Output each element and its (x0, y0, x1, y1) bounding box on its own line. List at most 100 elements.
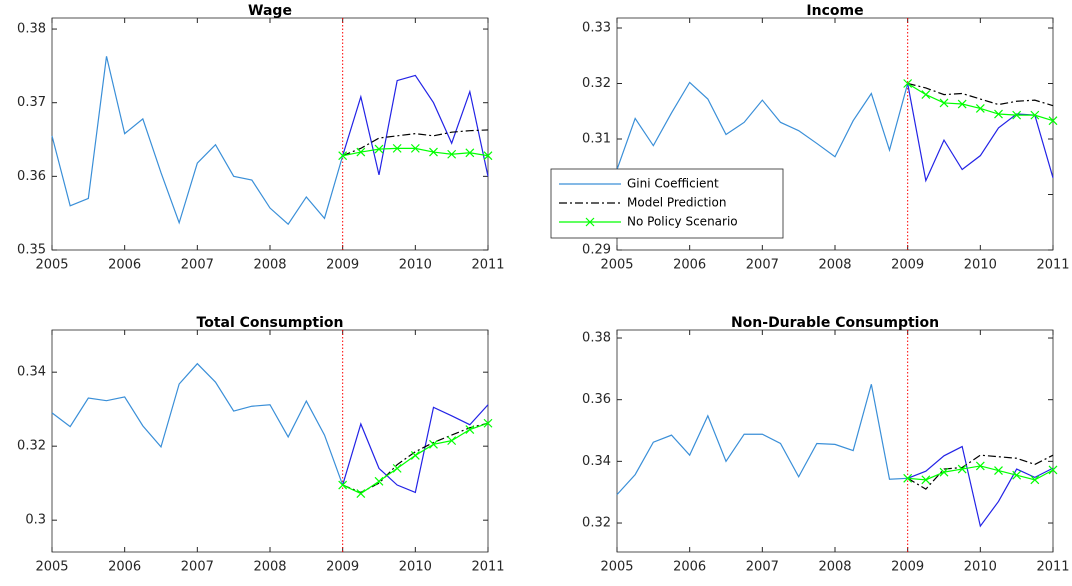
y-tick-label: 0.32 (17, 439, 46, 454)
marker (374, 476, 384, 486)
marker (447, 436, 457, 446)
legend-label: Gini Coefficient (627, 177, 719, 191)
marker (921, 475, 931, 485)
marker (356, 147, 366, 157)
marker (338, 480, 348, 490)
x-tick-label: 2010 (964, 258, 997, 273)
x-tick-label: 2007 (181, 560, 214, 575)
marker (447, 149, 457, 159)
x-tick-label: 2008 (818, 560, 851, 575)
x-tick-label: 2007 (181, 258, 214, 273)
x-tick-label: 2011 (471, 258, 504, 273)
x-tick-label: 2011 (1036, 560, 1069, 575)
x-tick-label: 2009 (326, 560, 359, 575)
y-tick-label: 0.32 (582, 76, 611, 91)
x-tick-label: 2010 (964, 560, 997, 575)
x-tick-label: 2005 (600, 560, 633, 575)
marker (957, 99, 967, 109)
marker (1012, 470, 1022, 480)
marker (483, 151, 493, 161)
subplot-title: Non-Durable Consumption (731, 315, 939, 331)
y-tick-label: 0.38 (17, 22, 46, 37)
x-tick-label: 2007 (746, 560, 779, 575)
y-tick-label: 0.36 (582, 392, 611, 407)
y-tick-label: 0.36 (17, 169, 46, 184)
legend: Gini Coefficient Model Prediction No Polic… (550, 168, 784, 239)
y-tick-label: 0.32 (582, 516, 611, 531)
marker (429, 439, 438, 449)
x-tick-label: 2010 (399, 258, 432, 273)
subplot: Income0.290.30.310.320.33200520062007200… (550, 3, 1070, 273)
x-tick-label: 2006 (108, 258, 141, 273)
x-tick-label: 2008 (253, 560, 286, 575)
legend-box (550, 168, 784, 239)
y-tick-label: 0.34 (17, 365, 46, 380)
x-tick-label: 2008 (818, 258, 851, 273)
plot-area (51, 329, 489, 553)
marker (939, 467, 949, 477)
series-line (51, 56, 344, 226)
x-tick-label: 2011 (1036, 258, 1069, 273)
series-line (616, 384, 908, 496)
marker (483, 418, 493, 428)
x-tick-label: 2010 (399, 560, 432, 575)
x-tick-label: 2008 (253, 258, 286, 273)
x-tick-label: 2006 (673, 560, 706, 575)
series-line (342, 404, 489, 494)
y-tick-label: 0.34 (582, 454, 611, 469)
subplot: Wage 0.35 0.36 0.37 0.38 2005 2006 2007 2008 2009… (17, 3, 505, 273)
marker (374, 144, 384, 154)
x-tick-label: 2009 (891, 258, 924, 273)
marker (975, 461, 985, 471)
marker (903, 473, 913, 483)
marker (429, 147, 438, 157)
subplot-title: Total Consumption (197, 315, 344, 331)
series-line (616, 81, 909, 170)
x-tick-label: 2006 (673, 258, 706, 273)
subplot: Total Consumption 0.3 0.32 0.34 2005 2006 2007… (17, 315, 505, 575)
y-tick-label: 0.29 (582, 243, 611, 258)
y-tick-label: 0.33 (582, 20, 611, 35)
y-tick-label: 0.37 (17, 95, 46, 110)
x-tick-label: 2011 (471, 560, 504, 575)
marker (921, 90, 931, 100)
legend-label: Model Prediction (627, 196, 726, 210)
marker (994, 109, 1003, 119)
marker (975, 104, 985, 113)
marker (465, 148, 475, 158)
x-tick-label: 2009 (891, 560, 924, 575)
marker (957, 464, 967, 474)
marker (994, 466, 1003, 476)
marker (392, 463, 402, 473)
y-tick-label: 0.35 (17, 243, 46, 258)
marker (903, 79, 913, 88)
marker (1048, 465, 1058, 475)
subplot: Non-Durable Consumption 0.32 0.34 0.36 0.38 2… (582, 315, 1070, 575)
series-line (907, 445, 1054, 528)
y-tick-label: 0.38 (582, 331, 611, 346)
series-line (907, 82, 1054, 107)
subplot-title: Wage (248, 3, 292, 19)
y-tick-label: 0.31 (582, 131, 611, 146)
marker (1012, 110, 1022, 120)
x-tick-label: 2006 (108, 560, 141, 575)
legend-marker (585, 217, 595, 227)
subplot-title: Income (806, 3, 863, 19)
series-line (342, 74, 489, 177)
x-tick-label: 2005 (600, 258, 633, 273)
marker (1030, 475, 1040, 485)
marker (356, 489, 366, 498)
plot-area (616, 329, 1054, 553)
marker (392, 143, 402, 153)
marker (1048, 116, 1058, 126)
x-tick-label: 2007 (746, 258, 779, 273)
marker (1030, 110, 1040, 120)
x-tick-label: 2009 (326, 258, 359, 273)
marker (338, 151, 348, 161)
marker (410, 143, 420, 153)
marker (465, 425, 475, 434)
marker (939, 98, 949, 108)
series-line (51, 362, 344, 486)
